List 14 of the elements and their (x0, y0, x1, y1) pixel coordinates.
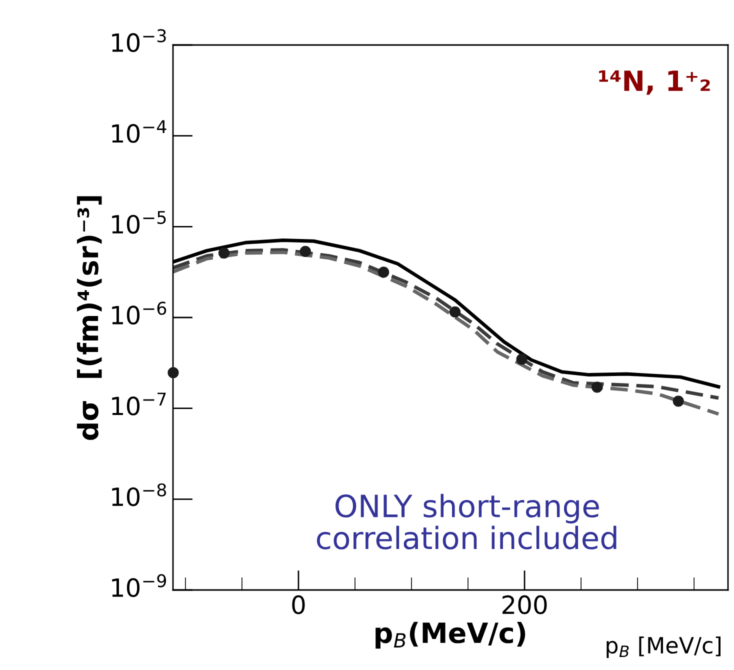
y-tick-label: 10$^{−7}$ (112, 392, 166, 416)
y-tick-label: 10$^{−4}$ (112, 120, 166, 143)
x-tick-label: 200 (502, 595, 547, 614)
y-tick-label: 10$^{−6}$ (112, 302, 166, 325)
text: p$_{B}$ [MeV/c] (606, 636, 721, 658)
y-tick-label: 10$^{−3}$ (112, 29, 166, 52)
x-axis-title: p$_{B}$(MeV/c) (376, 622, 526, 649)
y-tick-label: 10$^{−8}$ (112, 483, 166, 506)
y-tick-label: 10$^{−9}$ (112, 574, 166, 598)
annotation: ONLY short-range correlation included (316, 494, 616, 550)
annotation: ¹⁴N, 1⁺₂ (599, 70, 710, 95)
y-axis-title: dσ [(fm)⁴(sr)⁻³] (76, 196, 102, 440)
x-tick-label: 0 (292, 595, 305, 614)
y-tick-label: 10$^{−5}$ (112, 211, 166, 234)
